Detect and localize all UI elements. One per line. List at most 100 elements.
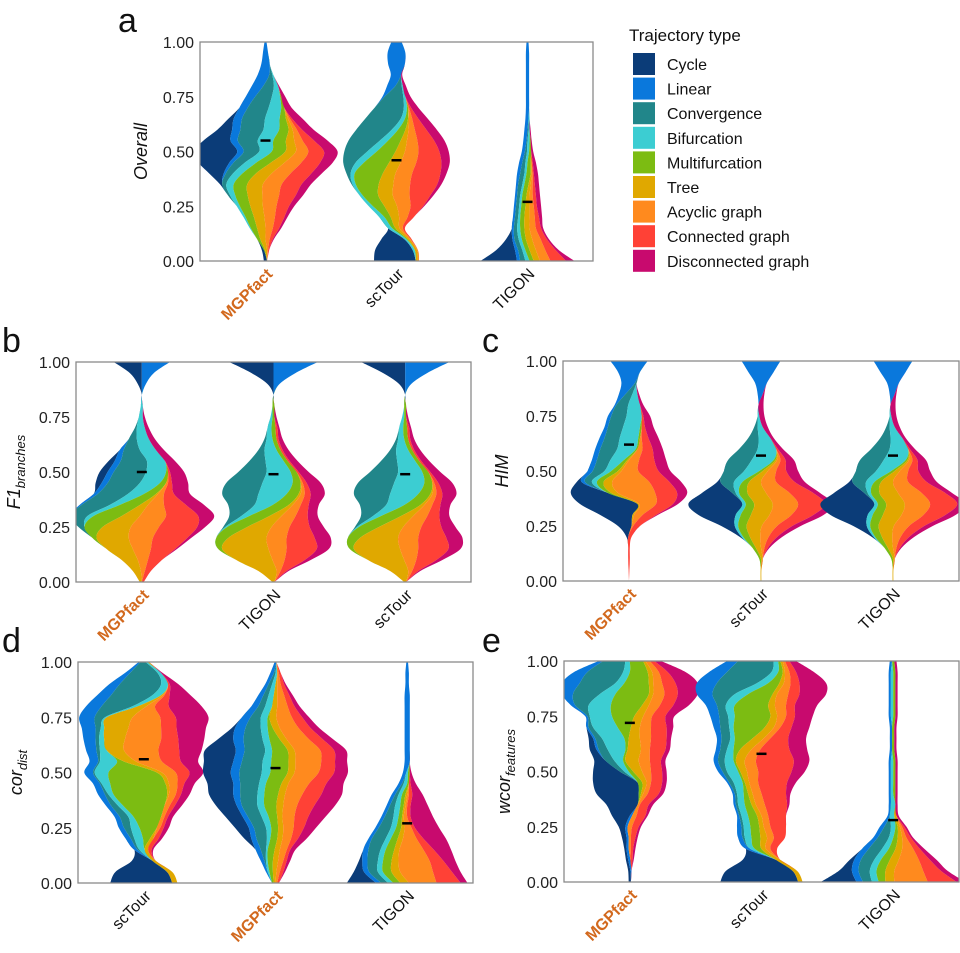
violin-segment-multifurcation: [520, 42, 534, 261]
violin-segment-convergence: [858, 661, 893, 882]
legend-label: Linear: [667, 82, 712, 99]
violin-segment-acyclic-graph: [123, 662, 178, 883]
axes-frame: [563, 660, 960, 883]
legend-label: Acyclic graph: [667, 205, 762, 222]
legend-label: Convergence: [667, 106, 762, 123]
violin-segment-tree: [735, 661, 803, 882]
violin-segment-tree: [885, 661, 903, 882]
plot-area: [79, 662, 468, 883]
violin-segment-connected-graph: [276, 662, 336, 883]
violin-mgpfact: [570, 361, 688, 581]
violin-segment-convergence: [572, 661, 640, 882]
violin-segment-cycle: [564, 661, 640, 882]
legend-label: Bifurcation: [667, 131, 743, 148]
violin-segment-bifurcation: [869, 661, 896, 882]
y-tick-label: 0.75: [527, 709, 558, 726]
violin-segment-disconnected-graph: [141, 362, 215, 582]
y-tick-label: 1.00: [163, 35, 194, 52]
violin-segment-convergence: [712, 661, 799, 882]
legend-swatch-tree: [633, 176, 655, 198]
panel-b: b 0.00 0.25 0.50 0.75 1.00 F1branches MGPfact TI…: [2, 322, 472, 645]
violin-segment-acyclic-graph: [744, 661, 803, 882]
y-tick-label: 0.25: [41, 821, 72, 838]
panel-letter: c: [482, 322, 499, 360]
y-axis-label: F1branches: [4, 434, 28, 509]
violin-segment-bifurcation: [517, 42, 530, 261]
violin-segment-bifurcation: [257, 662, 278, 883]
violin-segment-linear: [695, 661, 799, 882]
y-tick-label: 0.75: [163, 90, 194, 107]
axes-frame: [199, 41, 594, 262]
legend-swatch-connected-graph: [633, 225, 655, 248]
violin-segment-acyclic-graph: [890, 361, 931, 581]
violin-tigon: [820, 661, 959, 882]
violin-segment-convergence: [584, 361, 648, 581]
violin-segment-acyclic-graph: [758, 361, 799, 581]
violin-sctour: [688, 361, 834, 581]
y-tick-label: 0.50: [163, 145, 194, 162]
violin-segment-cycle: [215, 362, 274, 582]
violin-mgpfact: [202, 662, 349, 883]
violin-segment-disconnected-graph: [273, 362, 332, 582]
legend-label: Disconnected graph: [667, 254, 809, 271]
violin-sctour: [79, 662, 209, 883]
axes-frame: [77, 661, 474, 884]
violin-segment-bifurcation: [376, 662, 411, 883]
violin-segment-linear: [564, 661, 640, 882]
violin-segment-convergence: [513, 42, 530, 261]
violin-segment-acyclic-graph: [128, 362, 170, 582]
violin-segment-linear: [362, 662, 411, 883]
legend-swatch-bifurcation: [633, 126, 655, 149]
violin-segment-convergence: [92, 662, 173, 883]
panel-letter: e: [482, 622, 501, 660]
legend-label: Cycle: [667, 57, 707, 74]
violin-segment-acyclic-graph: [275, 662, 322, 883]
violin-segment-multifurcation: [733, 661, 799, 882]
violin-segment-multifurcation: [354, 42, 416, 261]
violin-segment-acyclic-graph: [392, 42, 419, 261]
x-tick-label: MGPfact: [218, 265, 276, 323]
violin-tigon: [480, 42, 575, 261]
x-tick-label: scTour: [727, 886, 773, 932]
violin-segment-tree: [246, 42, 297, 261]
violin-segment-disconnected-graph: [758, 361, 834, 581]
violin-segment-tree: [377, 42, 418, 261]
plot-area: [76, 362, 464, 582]
violin-segment-bifurcation: [215, 362, 318, 582]
violin-segment-convergence: [343, 42, 416, 261]
violin-sctour: [695, 661, 828, 882]
y-axis-label: cordist: [6, 748, 30, 795]
violin-segment-multifurcation: [215, 362, 318, 582]
violin-segment-bifurcation: [94, 662, 173, 883]
violin-tigon: [346, 662, 468, 883]
legend-swatch-acyclic-graph: [633, 200, 655, 223]
violin-segment-disconnected-graph: [629, 361, 688, 581]
y-tick-label: 0.00: [526, 574, 557, 591]
x-tick-label: TIGON: [236, 587, 284, 635]
plot-area: [200, 42, 575, 261]
violin-mgpfact: [200, 42, 338, 261]
panel-e: e 0.00 0.25 0.50 0.75 1.00 wcorfeatures MGPfact…: [482, 622, 960, 945]
violin-segment-tree: [390, 662, 410, 883]
x-tick-label: TIGON: [370, 888, 418, 936]
violin-segment-linear: [221, 42, 270, 261]
violin-segment-cycle: [202, 662, 275, 883]
legend-swatch-cycle: [633, 53, 655, 75]
y-axis-label: HIM: [492, 455, 512, 488]
violin-segment-tree: [103, 662, 178, 883]
violin-segment-multifurcation: [233, 42, 289, 261]
violin-segment-convergence: [239, 662, 277, 883]
violin-segment-disconnected-graph: [401, 42, 450, 261]
violin-segment-disconnected-graph: [408, 662, 468, 883]
violin-segment-tree: [625, 661, 654, 882]
y-tick-label: 0.25: [527, 820, 558, 837]
x-tick-label: MGPfact: [95, 586, 153, 644]
violin-segment-disconnected-graph: [776, 661, 828, 882]
x-tick-label: scTour: [362, 265, 408, 311]
legend-swatch-disconnected-graph: [633, 249, 655, 272]
violin-segment-disconnected-graph: [266, 42, 338, 261]
y-tick-label: 0.25: [163, 199, 194, 216]
violin-segment-disconnected-graph: [528, 42, 575, 261]
violin-segment-convergence: [76, 362, 170, 582]
x-tick-label: TIGON: [856, 887, 904, 935]
